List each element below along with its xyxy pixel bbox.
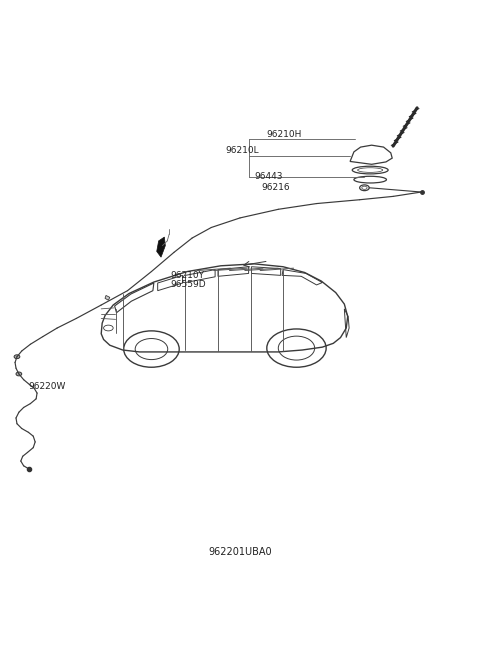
Polygon shape xyxy=(157,237,165,257)
Text: 96210H: 96210H xyxy=(266,130,302,139)
Text: 96210Y: 96210Y xyxy=(170,271,204,280)
Text: 96443: 96443 xyxy=(254,172,283,180)
Text: 96220W: 96220W xyxy=(28,382,66,391)
Text: 96210L: 96210L xyxy=(226,146,259,155)
Text: 96559D: 96559D xyxy=(170,279,206,289)
Ellipse shape xyxy=(14,355,20,359)
Text: 962201UBA0: 962201UBA0 xyxy=(208,547,272,557)
Ellipse shape xyxy=(16,372,22,376)
Text: 96216: 96216 xyxy=(262,183,290,192)
Polygon shape xyxy=(105,295,110,300)
